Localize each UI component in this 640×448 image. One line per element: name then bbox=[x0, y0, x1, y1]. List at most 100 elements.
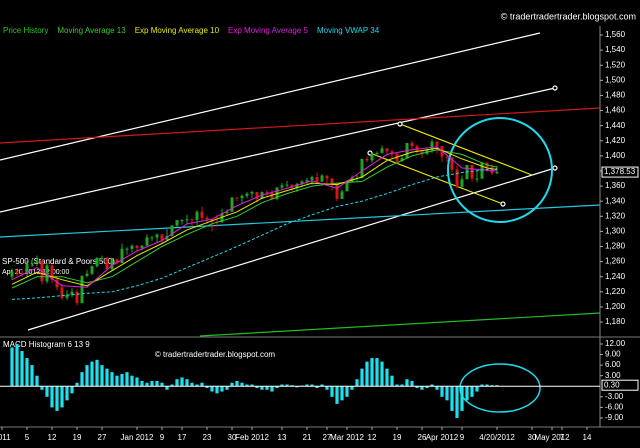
candle-body bbox=[190, 219, 194, 221]
y-tick-label: 6.00 bbox=[605, 360, 621, 369]
candle-body bbox=[195, 211, 199, 221]
candle-body bbox=[220, 213, 224, 223]
histogram-bar bbox=[345, 386, 349, 397]
indicator-line bbox=[11, 147, 498, 287]
histogram-bar bbox=[195, 384, 199, 387]
candle-body bbox=[330, 178, 334, 184]
candle-body bbox=[310, 177, 314, 181]
histogram-bar bbox=[130, 375, 134, 387]
histogram-bar bbox=[65, 386, 69, 401]
trend-line bbox=[199, 312, 601, 337]
y-tick-label: 1,360 bbox=[605, 181, 626, 190]
candle-body bbox=[120, 248, 124, 264]
histogram-bar bbox=[185, 379, 189, 387]
histogram-bar bbox=[115, 375, 119, 387]
chart-title: SP-500 (Standard & Poors 500) bbox=[2, 257, 115, 266]
watermark: © tradertradertrader.blogspot.com bbox=[501, 11, 636, 21]
histogram-bar bbox=[335, 386, 339, 404]
histogram-bar bbox=[430, 384, 434, 387]
candle-body bbox=[20, 272, 24, 274]
candle-body bbox=[255, 192, 259, 199]
candle-body bbox=[145, 237, 149, 246]
y-tick-label: 1,320 bbox=[605, 211, 626, 220]
histogram-bar bbox=[110, 372, 114, 387]
candle-body bbox=[25, 263, 29, 274]
histogram-bar bbox=[305, 384, 309, 387]
x-tick-label: 5 bbox=[25, 433, 30, 442]
histogram-bar bbox=[230, 382, 234, 387]
y-tick-label: -3.00 bbox=[605, 392, 624, 401]
x-tick-label: 19 bbox=[73, 433, 82, 442]
candle-body bbox=[430, 141, 434, 150]
candle-body bbox=[300, 181, 304, 184]
candle-body bbox=[185, 219, 189, 221]
histogram-bar bbox=[415, 386, 419, 389]
y-tick-label: 3.00 bbox=[605, 371, 621, 380]
histogram-bar bbox=[85, 365, 89, 387]
candle-body bbox=[335, 183, 339, 199]
indicator-line bbox=[11, 146, 498, 288]
histogram-bar bbox=[320, 384, 324, 387]
candle-body bbox=[240, 195, 244, 199]
histogram-bar bbox=[315, 386, 319, 389]
y-tick-label: 1,240 bbox=[605, 272, 626, 281]
x-tick-label: 14 bbox=[583, 433, 592, 442]
candle-body bbox=[160, 234, 164, 240]
channel-line bbox=[0, 32, 541, 161]
y-tick-label: -9.00 bbox=[605, 413, 624, 422]
histogram-bar bbox=[265, 386, 269, 390]
candle-body bbox=[75, 291, 79, 304]
candle-body bbox=[415, 146, 419, 152]
histogram-bar bbox=[360, 368, 364, 387]
y-tick-label: 1,300 bbox=[605, 227, 626, 236]
histogram-bar bbox=[190, 382, 194, 387]
x-tick-label: 12 bbox=[368, 433, 377, 442]
candle-body bbox=[270, 192, 274, 199]
price-label: 1,378.53 bbox=[604, 167, 636, 176]
y-tick-label: 1,520 bbox=[605, 60, 626, 69]
candle-body bbox=[180, 220, 184, 222]
histogram-bar bbox=[250, 384, 254, 387]
line-end bbox=[397, 121, 403, 127]
candle-body bbox=[290, 184, 294, 188]
y-tick-label: 1,460 bbox=[605, 106, 626, 115]
x-tick-label: 21 bbox=[303, 433, 312, 442]
wedge-line bbox=[399, 123, 533, 176]
candle-body bbox=[45, 265, 49, 282]
legend-entry: Moving VWAP 34 bbox=[317, 26, 380, 35]
histogram-bar bbox=[400, 384, 404, 387]
candle-body bbox=[420, 151, 424, 154]
histogram-bar bbox=[370, 358, 374, 387]
x-tick-label: 30 bbox=[228, 433, 237, 442]
candle-body bbox=[445, 156, 449, 158]
histogram-bar bbox=[105, 368, 109, 387]
histogram-bar bbox=[285, 384, 289, 387]
candle-body bbox=[155, 234, 159, 238]
histogram-bar bbox=[355, 379, 359, 387]
histogram-bar bbox=[295, 386, 299, 388]
x-tick-label: 4/20/2012 bbox=[479, 433, 515, 442]
candle-body bbox=[280, 185, 284, 188]
candle-body bbox=[235, 197, 239, 199]
legend-entry: Exp Moving Average 5 bbox=[228, 26, 308, 35]
histogram-bar bbox=[175, 379, 179, 387]
histogram-bar bbox=[325, 386, 329, 390]
histogram-bar bbox=[80, 372, 84, 387]
candle-body bbox=[495, 172, 499, 174]
histogram-bar bbox=[135, 377, 139, 387]
histogram-bar bbox=[330, 386, 334, 397]
highlight-circle bbox=[459, 363, 541, 413]
line-end bbox=[552, 85, 558, 91]
histogram-bar bbox=[15, 343, 19, 387]
candle-body bbox=[30, 263, 34, 265]
candle-body bbox=[140, 245, 144, 249]
x-tick-label: Feb 2012 bbox=[235, 433, 269, 442]
histogram-bar bbox=[255, 386, 259, 389]
candle-body bbox=[225, 211, 229, 214]
candle-body bbox=[425, 149, 429, 154]
candle-body bbox=[65, 294, 69, 298]
histogram-bar bbox=[245, 384, 249, 387]
histogram-bar bbox=[340, 386, 344, 401]
candle-body bbox=[315, 177, 319, 182]
candle-body bbox=[435, 141, 439, 147]
